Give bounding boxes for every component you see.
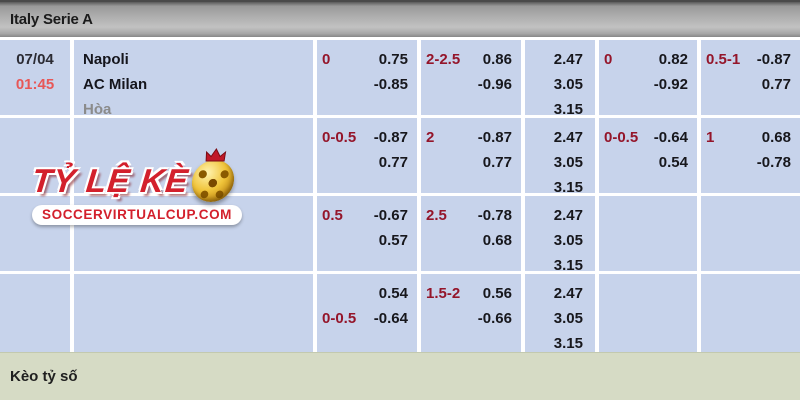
odds-cell-1x2[interactable]: 2.47 3.05 3.15	[525, 40, 595, 115]
odds-cell-ah-ft[interactable]: 0.54 0-0.5 -0.64	[317, 274, 417, 352]
odds-value: 0.75	[378, 51, 408, 68]
handicap-value: 0-0.5	[322, 310, 357, 327]
odds-value: 3.05	[553, 232, 583, 249]
odds-value: 0.77	[761, 76, 791, 93]
handicap-value: 2	[426, 129, 435, 146]
empty-cell	[0, 274, 70, 352]
odds-value: -0.64	[653, 129, 688, 146]
home-team: Napoli	[83, 51, 129, 68]
odds-value: 3.15	[553, 179, 583, 193]
odds-cell-ou-ft[interactable]: 2-2.5 0.86 -0.96	[421, 40, 521, 115]
odds-value: -0.78	[477, 207, 512, 224]
empty-cell	[74, 274, 313, 352]
odds-cell-ou-ht[interactable]: 0.5-1 -0.87 0.77	[701, 40, 800, 115]
odds-value: 2.47	[553, 285, 583, 302]
empty-cell	[599, 274, 697, 352]
odds-cell-ou-ht[interactable]: 1 0.68 -0.78	[701, 118, 800, 193]
odds-value: 3.15	[553, 101, 583, 115]
match-time: 01:45	[15, 76, 55, 93]
odds-value: 3.05	[553, 76, 583, 93]
handicap-value: 1	[706, 129, 715, 146]
odds-cell-ou-ft[interactable]: 1.5-2 0.56 -0.66	[421, 274, 521, 352]
handicap-value: 0-0.5	[322, 129, 357, 146]
handicap-value: 1.5-2	[426, 285, 461, 302]
score-odds-section-header: Kèo tỷ số	[0, 352, 800, 400]
odds-cell-ah-ft[interactable]: 0-0.5 -0.87 0.77	[317, 118, 417, 193]
handicap-value: 0-0.5	[604, 129, 639, 146]
odds-value: 0.77	[378, 154, 408, 171]
odds-value: -0.64	[373, 310, 408, 327]
odds-cell-ah-ft[interactable]: 0.5 -0.67 0.57	[317, 196, 417, 271]
odds-value: 2.47	[553, 129, 583, 146]
odds-value: 3.15	[553, 335, 583, 352]
odds-value: -0.67	[373, 207, 408, 224]
handicap-value: 0.5	[322, 207, 343, 224]
odds-value: 0.56	[482, 285, 512, 302]
odds-value: -0.66	[477, 310, 512, 327]
tylekeo-logo-text: TỶ LỆ KÈ	[30, 162, 191, 199]
golden-soccer-ball-icon	[189, 148, 236, 202]
league-title: Italy Serie A	[10, 11, 93, 28]
odds-cell-ah-ft[interactable]: 0 0.75 -0.85	[317, 40, 417, 115]
odds-value: 0.57	[378, 232, 408, 249]
odds-cell-1x2[interactable]: 2.47 3.05 3.15	[525, 196, 595, 271]
crown-icon	[205, 148, 226, 162]
odds-value: -0.96	[477, 76, 512, 93]
odds-value: 3.05	[553, 154, 583, 171]
odds-cell-ou-ft[interactable]: 2.5 -0.78 0.68	[421, 196, 521, 271]
odds-value: -0.92	[653, 76, 688, 93]
handicap-value: 0.5-1	[706, 51, 741, 68]
handicap-value: 2-2.5	[426, 51, 461, 68]
handicap-value: 2.5	[426, 207, 447, 224]
odds-value: 0.54	[378, 285, 408, 302]
odds-value: 2.47	[553, 51, 583, 68]
teams-cell: Napoli AC Milan Hòa	[74, 40, 313, 115]
empty-cell	[0, 118, 70, 193]
odds-cell-ah-ht[interactable]: 0-0.5 -0.64 0.54	[599, 118, 697, 193]
handicap-value: 0	[322, 51, 331, 68]
odds-value: 0.68	[761, 129, 791, 146]
odds-value: -0.85	[373, 76, 408, 93]
odds-value: 0.77	[482, 154, 512, 171]
draw-label: Hòa	[83, 101, 112, 115]
site-domain-pill: SOCCERVIRTUALCUP.COM	[32, 205, 243, 225]
odds-value: -0.87	[373, 129, 408, 146]
empty-cell	[701, 196, 800, 271]
odds-value: 3.15	[553, 257, 583, 271]
odds-value: 0.54	[658, 154, 688, 171]
odds-table: 07/04 01:45 Napoli AC Milan Hòa 0 0.75 -0…	[0, 40, 800, 352]
match-datetime-cell: 07/04 01:45	[0, 40, 70, 115]
score-odds-title: Kèo tỷ số	[10, 368, 78, 385]
odds-cell-1x2[interactable]: 2.47 3.05 3.15	[525, 274, 595, 352]
match-date: 07/04	[16, 51, 54, 68]
odds-value: 0.68	[482, 232, 512, 249]
odds-value: -0.87	[477, 129, 512, 146]
empty-cell	[599, 196, 697, 271]
odds-value: 2.47	[553, 207, 583, 224]
away-team: AC Milan	[83, 76, 148, 93]
tylekeo-watermark: TỶ LỆ KÈ SOCCERVIRTUALCUP.COM	[30, 148, 243, 225]
league-header: Italy Serie A	[0, 0, 800, 37]
odds-cell-ah-ht[interactable]: 0 0.82 -0.92	[599, 40, 697, 115]
odds-cell-ou-ft[interactable]: 2 -0.87 0.77	[421, 118, 521, 193]
odds-cell-1x2[interactable]: 2.47 3.05 3.15	[525, 118, 595, 193]
odds-value: 3.05	[553, 310, 583, 327]
empty-cell	[701, 274, 800, 352]
odds-value: 0.86	[482, 51, 512, 68]
odds-value: -0.78	[756, 154, 791, 171]
odds-value: -0.87	[756, 51, 791, 68]
odds-value: 0.82	[658, 51, 688, 68]
handicap-value: 0	[604, 51, 613, 68]
